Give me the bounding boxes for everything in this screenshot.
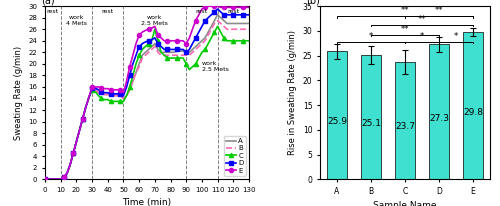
Legend: A, B, C, D, E: A, B, C, D, E xyxy=(224,136,246,176)
Bar xyxy=(327,51,347,179)
Text: **: ** xyxy=(401,25,409,34)
Bar xyxy=(463,32,483,179)
Text: *: * xyxy=(420,32,424,41)
Text: (b): (b) xyxy=(306,0,320,5)
Text: work
2.5 Mets: work 2.5 Mets xyxy=(142,15,169,26)
Text: 25.9: 25.9 xyxy=(327,117,347,126)
X-axis label: Time (min): Time (min) xyxy=(122,198,172,206)
Text: work
4 Mets: work 4 Mets xyxy=(66,15,87,26)
Text: work
2.5 Mets: work 2.5 Mets xyxy=(202,61,229,72)
Text: 25.1: 25.1 xyxy=(361,119,381,128)
Text: rest: rest xyxy=(47,9,59,14)
Text: **: ** xyxy=(401,6,409,15)
Bar xyxy=(361,55,381,179)
Text: rest: rest xyxy=(102,9,114,14)
Bar xyxy=(395,62,415,179)
Text: rest: rest xyxy=(196,9,208,14)
Text: **: ** xyxy=(435,6,444,15)
Text: 29.8: 29.8 xyxy=(463,108,483,117)
X-axis label: Sample Name: Sample Name xyxy=(374,201,437,206)
Text: (a): (a) xyxy=(41,0,54,5)
Text: 23.7: 23.7 xyxy=(395,122,415,131)
Y-axis label: Rise in Sweating Rate (g/min): Rise in Sweating Rate (g/min) xyxy=(288,30,297,155)
Y-axis label: Sweating Rate (g/min): Sweating Rate (g/min) xyxy=(14,46,23,140)
Text: rest: rest xyxy=(227,9,239,14)
Text: **: ** xyxy=(418,15,426,24)
Bar xyxy=(429,44,449,179)
Text: *: * xyxy=(369,32,373,41)
Text: 27.3: 27.3 xyxy=(429,114,449,123)
Text: *: * xyxy=(454,32,458,41)
